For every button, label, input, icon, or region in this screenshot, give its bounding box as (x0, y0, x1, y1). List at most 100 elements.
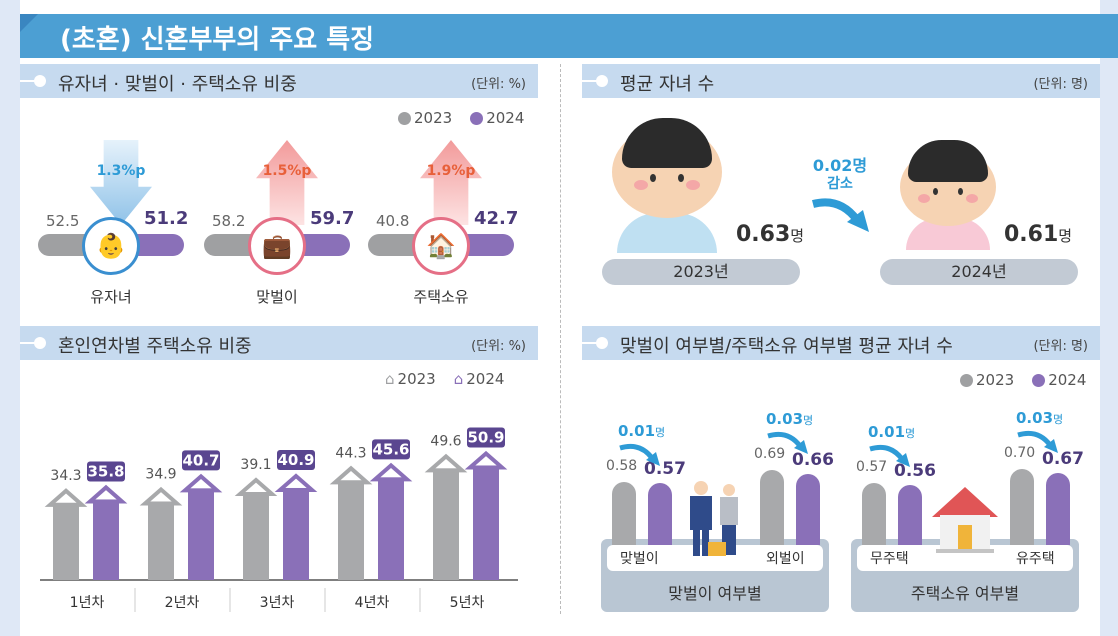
legend-2024: 2024 (470, 109, 524, 127)
decrease-arrow-icon (1017, 431, 1058, 454)
bar-2023-1 (760, 470, 784, 545)
roof-mark (329, 465, 373, 485)
bar-2023-3 (338, 480, 364, 580)
legend-2024: 2024 (1032, 371, 1086, 389)
data-label-2023: 0.70 (1004, 445, 1036, 462)
section-header-ratios: 유자녀 · 맞벌이 · 주택소유 비중 (단위: %) (20, 64, 538, 98)
bar-2023-0 (53, 502, 79, 580)
value-2023: 40.8 (376, 212, 410, 230)
item-label: 주택소유 (413, 288, 469, 306)
data-label-2023: 0.58 (606, 458, 638, 475)
bar-2023-3 (1010, 469, 1034, 545)
roof-mark (464, 450, 508, 470)
legend-2023: ⌂ 2023 (385, 370, 436, 388)
value-2024: 59.7 (310, 208, 355, 229)
section-header-avg-children: 평균 자녀 수 (단위: 명) (582, 64, 1100, 98)
girl-illustration-icon (900, 140, 996, 250)
house-by-year-chart: 34.3 35.8 1년차 34.9 40.7 2년차 39.1 40.9 3년차 44.3 45.… (40, 427, 518, 612)
section-header-house-by-year: 혼인연차별 주택소유 비중 (단위: %) (20, 326, 538, 360)
section-header-children-by-type: 맞벌이 여부별/주택소유 여부별 평균 자녀 수 (단위: 명) (582, 326, 1100, 360)
data-label-2023: 0.57 (856, 459, 888, 476)
label-box (277, 449, 315, 470)
bar-2024-4 (473, 465, 499, 580)
unit-label: (단위: 명) (1033, 339, 1088, 354)
section-title: 유자녀 · 맞벌이 · 주택소유 비중 (58, 74, 297, 95)
bar-2024-0 (93, 499, 119, 580)
avg-change-value: 0.02명 (812, 156, 868, 175)
briefcase-icon: 💼 (248, 217, 306, 275)
data-label-2024: 45.6 (372, 440, 409, 458)
year-2023-pill: 2023년 (602, 259, 800, 285)
bar-2024-3 (1046, 472, 1070, 545)
category-label: 유주택 (1016, 551, 1055, 567)
data-label-2024: 0.67 (1042, 448, 1084, 469)
section-title: 평균 자녀 수 (620, 74, 715, 95)
data-label-2024: 50.9 (467, 428, 504, 446)
data-label-2024: 40.7 (182, 451, 219, 469)
data-label-2023: 49.6 (430, 433, 461, 449)
label-box (182, 450, 220, 471)
decrease-arrow-icon (619, 444, 660, 467)
roof-mark (84, 484, 128, 504)
data-label-2023: 34.9 (145, 466, 176, 482)
change-value: 0.03명 (1016, 409, 1064, 428)
unit-label: (단위: 명) (1033, 77, 1088, 92)
bar-2023-2 (862, 483, 886, 545)
value-2023: 58.2 (212, 212, 246, 230)
legend-2023: 2023 (398, 109, 452, 127)
bar-2023-2 (243, 492, 269, 580)
couple-illustration-icon (690, 481, 738, 556)
avg-2024-value: 0.61명 (1004, 222, 1073, 247)
change-value: 1.9%p (426, 163, 476, 179)
divider (560, 64, 561, 614)
roof-mark (139, 486, 183, 506)
label-box (87, 461, 125, 482)
decrease-arrow-icon (869, 445, 910, 468)
change-value: 1.3%p (96, 163, 146, 179)
bar-2023-4 (433, 468, 459, 580)
bar-2024-2 (898, 484, 922, 545)
bar-2024-1 (796, 473, 820, 545)
category-label: 2년차 (165, 595, 200, 611)
category-label: 5년차 (450, 595, 485, 611)
bar-2023-0 (612, 482, 636, 545)
data-label-2023: 0.69 (754, 446, 786, 463)
avg-change-text: 감소 (827, 176, 853, 192)
roof-mark (424, 453, 468, 473)
data-label-2024: 0.66 (792, 449, 834, 470)
data-label-2023: 39.1 (240, 457, 271, 473)
bar-2024-2 (283, 487, 309, 580)
legend: ⌂ 2023 ⌂ 2024 (385, 370, 504, 388)
category-label: 맞벌이 (620, 551, 659, 567)
legend: 2023 2024 (398, 109, 524, 127)
category-label: 4년차 (355, 595, 390, 611)
bar-2024-0 (648, 483, 672, 545)
year-2024-pill: 2024년 (880, 259, 1078, 285)
boy-illustration-icon (612, 118, 722, 253)
data-label-2024: 0.57 (644, 459, 686, 480)
roof-mark (44, 488, 88, 507)
legend-2023: 2023 (960, 371, 1014, 389)
data-label-2024: 40.9 (277, 451, 314, 469)
roof-mark (274, 473, 318, 492)
change-value: 0.03명 (766, 410, 814, 429)
value-2024: 51.2 (144, 208, 189, 229)
legend-2024: ⌂ 2024 (453, 370, 505, 388)
data-label-2024: 0.56 (894, 460, 936, 481)
roof-mark (369, 462, 413, 482)
item-label: 맞벌이 (256, 288, 298, 306)
data-label-2023: 34.3 (50, 468, 81, 484)
decrease-arrow-icon (767, 432, 808, 455)
label-box (467, 427, 505, 448)
house-illustration-icon (932, 487, 998, 553)
item-label: 유자녀 (90, 288, 132, 306)
unit-label: (단위: %) (471, 339, 526, 354)
category-label: 3년차 (260, 595, 295, 611)
data-label-2023: 44.3 (335, 445, 366, 461)
legend: 2023 2024 (960, 371, 1086, 389)
unit-label: (단위: %) (471, 77, 526, 92)
change-value: 0.01명 (868, 423, 916, 442)
title-bar: (초혼) 신혼부부의 주요 특징 (20, 14, 1118, 58)
label-box (372, 439, 410, 460)
category-label: 무주택 (870, 551, 909, 567)
